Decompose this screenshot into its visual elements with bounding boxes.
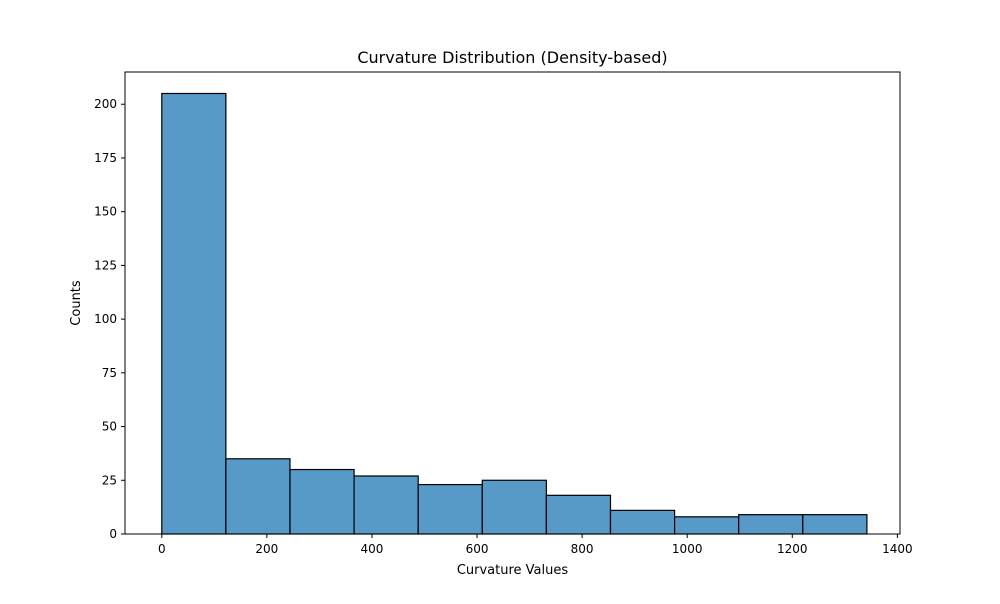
y-axis-label: Counts	[69, 280, 84, 326]
y-tick-label-1: 25	[102, 473, 117, 487]
y-tick-label-5: 125	[94, 258, 117, 272]
x-tick-label-3: 600	[466, 542, 489, 556]
x-axis-label: Curvature Values	[457, 563, 569, 578]
plot-frame	[124, 71, 901, 535]
x-tick-label-2: 400	[360, 542, 383, 556]
x-tick-label-4: 800	[571, 542, 594, 556]
histogram-bar-3	[353, 475, 419, 535]
bars-group	[161, 92, 868, 535]
histogram-bar-2	[289, 468, 355, 535]
x-tick-label-1: 200	[255, 542, 278, 556]
y-tick-label-6: 150	[94, 205, 117, 219]
y-tick-label-8: 200	[94, 97, 117, 111]
histogram-bar-9	[738, 514, 804, 535]
histogram-bar-5	[481, 479, 547, 535]
y-tick-label-7: 175	[94, 151, 117, 165]
x-tick-label-6: 1200	[777, 542, 808, 556]
x-axis-ticks: 0 200 400 600 800 1000 1200 1400	[158, 534, 913, 556]
y-tick-label-4: 100	[94, 312, 117, 326]
histogram-bar-7	[609, 509, 676, 535]
y-tick-label-2: 50	[102, 420, 117, 434]
histogram-bar-1	[225, 458, 291, 535]
x-tick-label-0: 0	[158, 542, 166, 556]
x-tick-label-7: 1400	[882, 542, 913, 556]
y-tick-label-0: 0	[109, 527, 117, 541]
histogram-bar-4	[417, 483, 483, 535]
histogram-bar-8	[673, 516, 740, 535]
chart-title: Curvature Distribution (Density-based)	[357, 48, 667, 67]
y-tick-label-3: 75	[102, 366, 117, 380]
histogram-bar-0	[161, 92, 227, 535]
x-tick-label-5: 1000	[672, 542, 703, 556]
histogram-bar-10	[802, 514, 868, 535]
y-axis-ticks: 0 25 50 75 100 125 150 175 200	[94, 97, 125, 541]
histogram-bar-6	[545, 494, 612, 535]
